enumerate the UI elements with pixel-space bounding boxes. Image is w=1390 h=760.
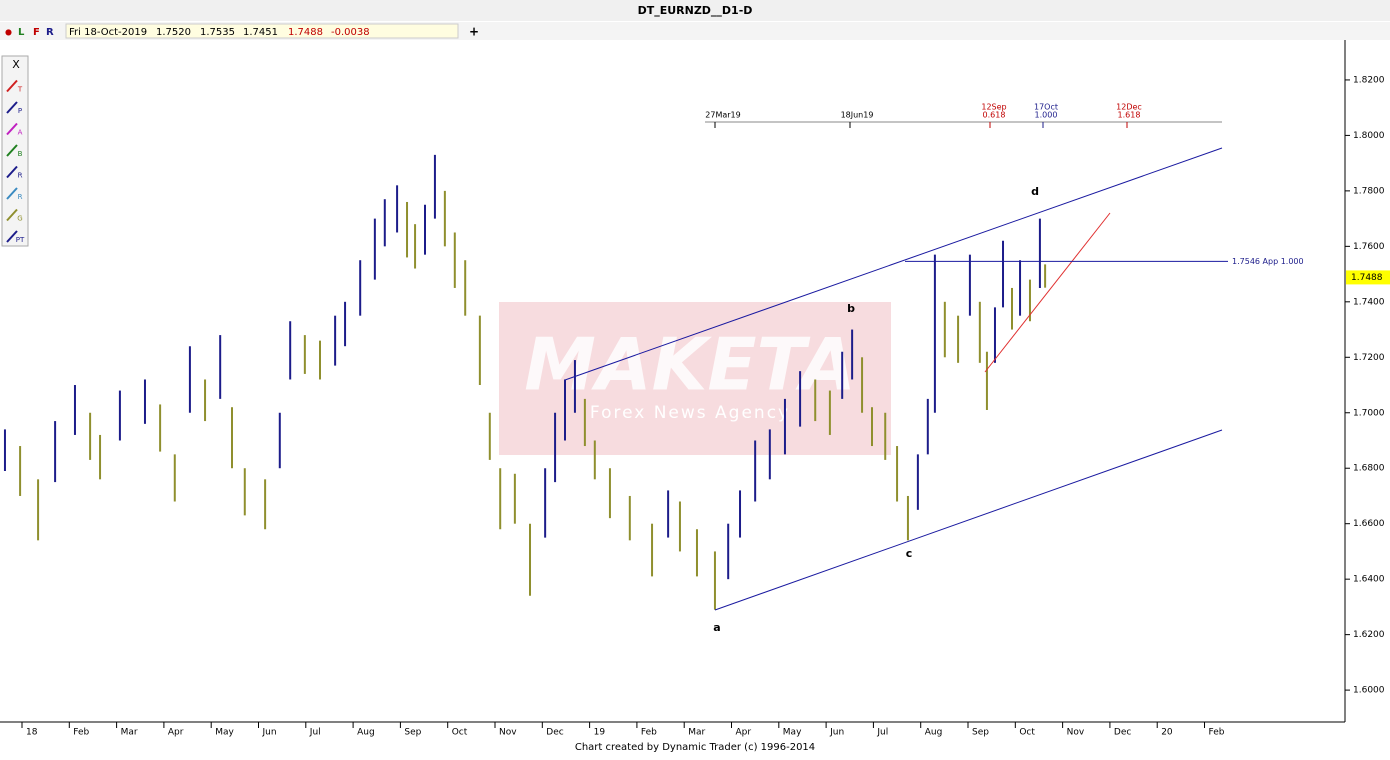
- time-marker-ratio: 1.000: [1035, 111, 1058, 120]
- info-high: 1.7535: [200, 27, 235, 38]
- x-tick-label: Feb: [73, 728, 89, 738]
- tool-icon: [6, 122, 18, 136]
- time-marker-date: 27Mar19: [705, 111, 740, 120]
- marker[interactable]: R: [46, 27, 54, 38]
- y-tick-label: 1.7800: [1353, 186, 1385, 196]
- tool-icon: [6, 79, 18, 93]
- tool-icon: [6, 165, 18, 179]
- y-tick-label: 1.7000: [1353, 408, 1385, 418]
- wave-label: a: [713, 621, 720, 634]
- time-marker-date: 17Oct: [1034, 103, 1058, 112]
- toolbar-panel: [1, 55, 29, 247]
- wave-label: b: [847, 302, 855, 315]
- time-marker-date: 18Jun19: [841, 111, 874, 120]
- tool-icon: [6, 208, 18, 222]
- tool-icon: [6, 101, 18, 114]
- tool-icon: [6, 230, 18, 243]
- tool-button[interactable]: R: [18, 172, 23, 180]
- y-tick-label: 1.7200: [1353, 353, 1385, 363]
- info-open: 1.7520: [156, 27, 191, 38]
- x-tick-label: Jul: [876, 728, 888, 738]
- time-marker-date: 12Sep: [981, 103, 1006, 112]
- x-tick-label: 20: [1161, 728, 1173, 738]
- tool-button[interactable]: A: [18, 129, 23, 137]
- x-tick-label: May: [783, 728, 802, 738]
- tool-button[interactable]: PT: [16, 236, 25, 244]
- info-field: [65, 23, 459, 39]
- x-tick-label: Mar: [121, 728, 138, 738]
- marker[interactable]: ●: [5, 28, 12, 37]
- last-price-label: 1.7488: [1351, 273, 1383, 283]
- info-change: -0.0038: [331, 27, 370, 38]
- marker[interactable]: L: [18, 27, 25, 38]
- tool-button[interactable]: G: [17, 215, 22, 223]
- title-bar: [0, 0, 1390, 21]
- y-tick-label: 1.7600: [1353, 242, 1385, 252]
- info-date: Fri 18-Oct-2019: [69, 27, 147, 38]
- x-tick-label: 18: [26, 728, 38, 738]
- time-marker-date: 12Dec: [1116, 103, 1142, 112]
- y-tick-label: 1.8000: [1353, 131, 1385, 141]
- y-tick-label: 1.6200: [1353, 630, 1385, 640]
- bars: [3, 154, 1047, 610]
- trend-line: [984, 212, 1111, 373]
- x-tick-label: Sep: [972, 728, 989, 738]
- chart-title: DT_EURNZD__D1-D: [638, 4, 753, 17]
- x-tick-label: Feb: [641, 728, 657, 738]
- x-tick-label: Dec: [1114, 728, 1131, 738]
- y-tick-label: 1.6600: [1353, 519, 1385, 529]
- channel-lower: [714, 429, 1223, 611]
- tool-button[interactable]: P: [18, 107, 22, 115]
- x-tick-label: Nov: [1067, 728, 1085, 738]
- x-tick-label: Apr: [736, 728, 752, 738]
- channel-upper: [564, 147, 1223, 381]
- x-tick-label: Aug: [357, 728, 375, 738]
- y-tick-label: 1.6800: [1353, 464, 1385, 474]
- x-tick-label: Jun: [261, 728, 276, 738]
- footer: Chart created by Dynamic Trader (c) 1996…: [575, 742, 815, 753]
- add-button[interactable]: +: [469, 25, 479, 39]
- level-label: 1.7546 App 1.000: [1232, 257, 1304, 266]
- x-tick-label: Oct: [452, 728, 468, 738]
- tool-icon: [6, 187, 18, 200]
- x-tick-label: Jun: [829, 728, 844, 738]
- wave-label: c: [906, 547, 913, 560]
- x-tick-label: Dec: [546, 728, 563, 738]
- tool-icon: [6, 144, 18, 157]
- x-tick-label: May: [215, 728, 234, 738]
- x-tick-label: Aug: [925, 728, 943, 738]
- y-tick-label: 1.6400: [1353, 575, 1385, 585]
- marker[interactable]: F: [33, 27, 40, 38]
- x-tick-label: Nov: [499, 728, 517, 738]
- last-price-box: [1346, 270, 1390, 285]
- watermark-subtitle: Forex News Agency: [590, 403, 790, 423]
- info-close: 1.7488: [288, 27, 323, 38]
- tool-button[interactable]: R: [18, 193, 23, 201]
- x-tick-label: Feb: [1209, 728, 1225, 738]
- wave-label: d: [1031, 185, 1039, 198]
- y-tick-label: 1.8200: [1353, 75, 1385, 85]
- time-marker-ratio: 0.618: [983, 111, 1006, 120]
- x-tick-label: Oct: [1019, 728, 1035, 738]
- x-tick-label: 19: [594, 728, 606, 738]
- y-tick-label: 1.6000: [1353, 686, 1385, 696]
- x-tick-label: Jul: [309, 728, 321, 738]
- tool-button[interactable]: T: [17, 86, 23, 94]
- time-marker-ratio: 1.618: [1118, 111, 1141, 120]
- x-tick-label: Apr: [168, 728, 184, 738]
- x-tick-label: Sep: [404, 728, 421, 738]
- toolbar: X T P A B R R G PT: [1, 55, 29, 247]
- tool-button[interactable]: X: [12, 58, 20, 71]
- x-tick-label: Mar: [688, 728, 705, 738]
- info-low: 1.7451: [243, 27, 278, 38]
- y-tick-label: 1.7400: [1353, 297, 1385, 307]
- tool-button[interactable]: B: [18, 150, 23, 158]
